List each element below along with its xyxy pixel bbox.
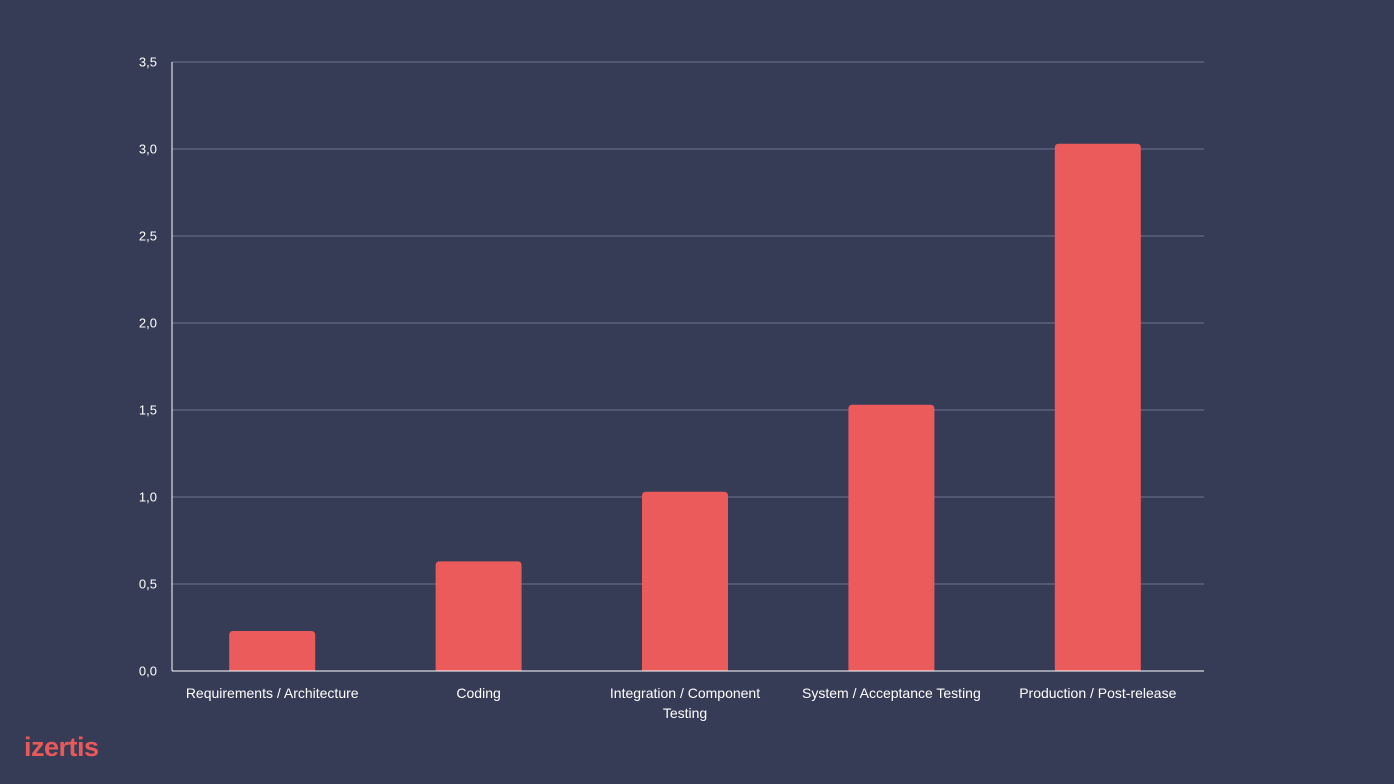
- x-category-label-line: Testing: [663, 705, 707, 721]
- y-tick-label: 0,5: [139, 577, 157, 592]
- x-category-label: Production / Post-release: [1019, 685, 1176, 701]
- izertis-logo: izertis: [24, 732, 99, 762]
- x-category-label-line: Coding: [456, 685, 500, 701]
- bar: [435, 561, 522, 671]
- y-tick-label: 1,0: [139, 490, 157, 505]
- bar: [1054, 143, 1141, 671]
- bar: [642, 491, 728, 671]
- gridlines: [172, 61, 1204, 585]
- x-category-label-line: System / Acceptance Testing: [802, 685, 981, 701]
- y-tick-label: 3,5: [139, 55, 157, 70]
- bars: [229, 143, 1141, 671]
- x-category-label: System / Acceptance Testing: [802, 685, 981, 701]
- x-category-label-line: Integration / Component: [610, 685, 760, 701]
- bar: [229, 630, 316, 671]
- x-category-label: Integration / Component Testing: [610, 685, 760, 721]
- x-category-label-line: Requirements / Architecture: [186, 685, 359, 701]
- x-axis-category-labels: Requirements / Architecture Coding Integra…: [186, 685, 1177, 721]
- y-tick-label: 1,5: [139, 403, 157, 418]
- x-category-label: Coding: [456, 685, 500, 701]
- y-tick-label: 0,0: [139, 664, 157, 679]
- y-axis-tick-labels: 0,0 0,5 1,0 1,5 2,0 2,5 3,0 3,5: [139, 55, 157, 679]
- axes: [171, 62, 1204, 672]
- x-category-label: Requirements / Architecture: [186, 685, 359, 701]
- y-tick-label: 2,5: [139, 229, 157, 244]
- bar: [848, 404, 935, 671]
- x-category-label-line: Production / Post-release: [1019, 685, 1176, 701]
- y-tick-label: 2,0: [139, 316, 157, 331]
- y-tick-label: 3,0: [139, 142, 157, 157]
